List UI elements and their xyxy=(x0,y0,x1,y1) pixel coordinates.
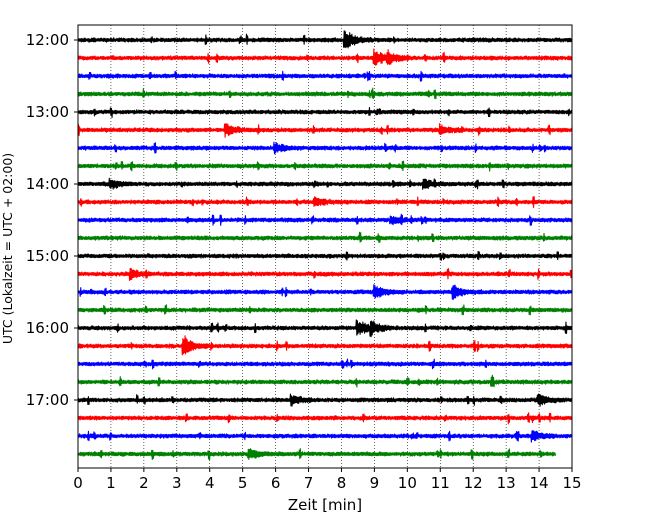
y-tick-label: 15:00 xyxy=(26,247,69,265)
trace-1730 xyxy=(77,429,573,443)
trace-1700 xyxy=(77,393,573,407)
y-tick-label: 13:00 xyxy=(26,103,69,121)
trace-1600 xyxy=(77,319,573,338)
x-tick-label: 6 xyxy=(271,474,281,492)
x-tick-label: 4 xyxy=(205,474,215,492)
trace-1715 xyxy=(77,412,573,425)
y-axis-ticks: 12:00 13:00 14:00 15:00 16:00 17:00 xyxy=(26,31,78,409)
trace-1345 xyxy=(77,160,573,172)
x-tick-label: 14 xyxy=(530,474,549,492)
x-tick-label: 9 xyxy=(370,474,380,492)
x-tick-label: 3 xyxy=(172,474,182,492)
x-tick-label: 1 xyxy=(106,474,116,492)
y-axis-label: UTC (Lokalzeit = UTC + 02:00) xyxy=(0,153,15,344)
trace-1645 xyxy=(77,374,573,388)
x-tick-label: 2 xyxy=(139,474,149,492)
x-axis-label: Zeit [min] xyxy=(288,496,362,514)
trace-1430 xyxy=(77,213,573,226)
trace-1545 xyxy=(77,304,573,316)
trace-1245 xyxy=(77,87,573,100)
trace-series xyxy=(77,30,573,461)
x-tick-label: 7 xyxy=(304,474,314,492)
x-tick-label: 11 xyxy=(431,474,450,492)
plot-frame xyxy=(77,24,573,469)
trace-1330 xyxy=(77,141,573,155)
x-axis-ticks: 0 1 2 3 4 5 6 7 8 9 10 11 12 13 14 15 xyxy=(73,468,582,492)
x-tick-label: 15 xyxy=(562,474,581,492)
y-tick-label: 17:00 xyxy=(26,391,69,409)
trace-1200 xyxy=(77,30,573,49)
x-tick-label: 13 xyxy=(497,474,516,492)
trace-1400 xyxy=(77,177,573,190)
trace-1230 xyxy=(77,70,573,82)
trace-1215 xyxy=(77,48,573,66)
y-tick-label: 14:00 xyxy=(26,175,69,193)
x-tick-label: 5 xyxy=(238,474,248,492)
x-tick-label: 10 xyxy=(398,474,417,492)
trace-1745 xyxy=(77,448,557,461)
x-tick-label: 12 xyxy=(464,474,483,492)
trace-1615 xyxy=(77,335,573,356)
trace-1300 xyxy=(77,107,573,119)
y-tick-label: 16:00 xyxy=(26,319,69,337)
trace-1515 xyxy=(77,267,573,281)
trace-1630 xyxy=(77,358,573,370)
x-tick-label: 8 xyxy=(337,474,347,492)
trace-1445 xyxy=(77,231,573,243)
trace-1315 xyxy=(77,122,573,138)
x-tick-label: 0 xyxy=(73,474,83,492)
trace-1415 xyxy=(77,195,573,209)
trace-1500 xyxy=(77,250,573,261)
trace-1530 xyxy=(77,284,573,300)
y-tick-label: 12:00 xyxy=(26,31,69,49)
